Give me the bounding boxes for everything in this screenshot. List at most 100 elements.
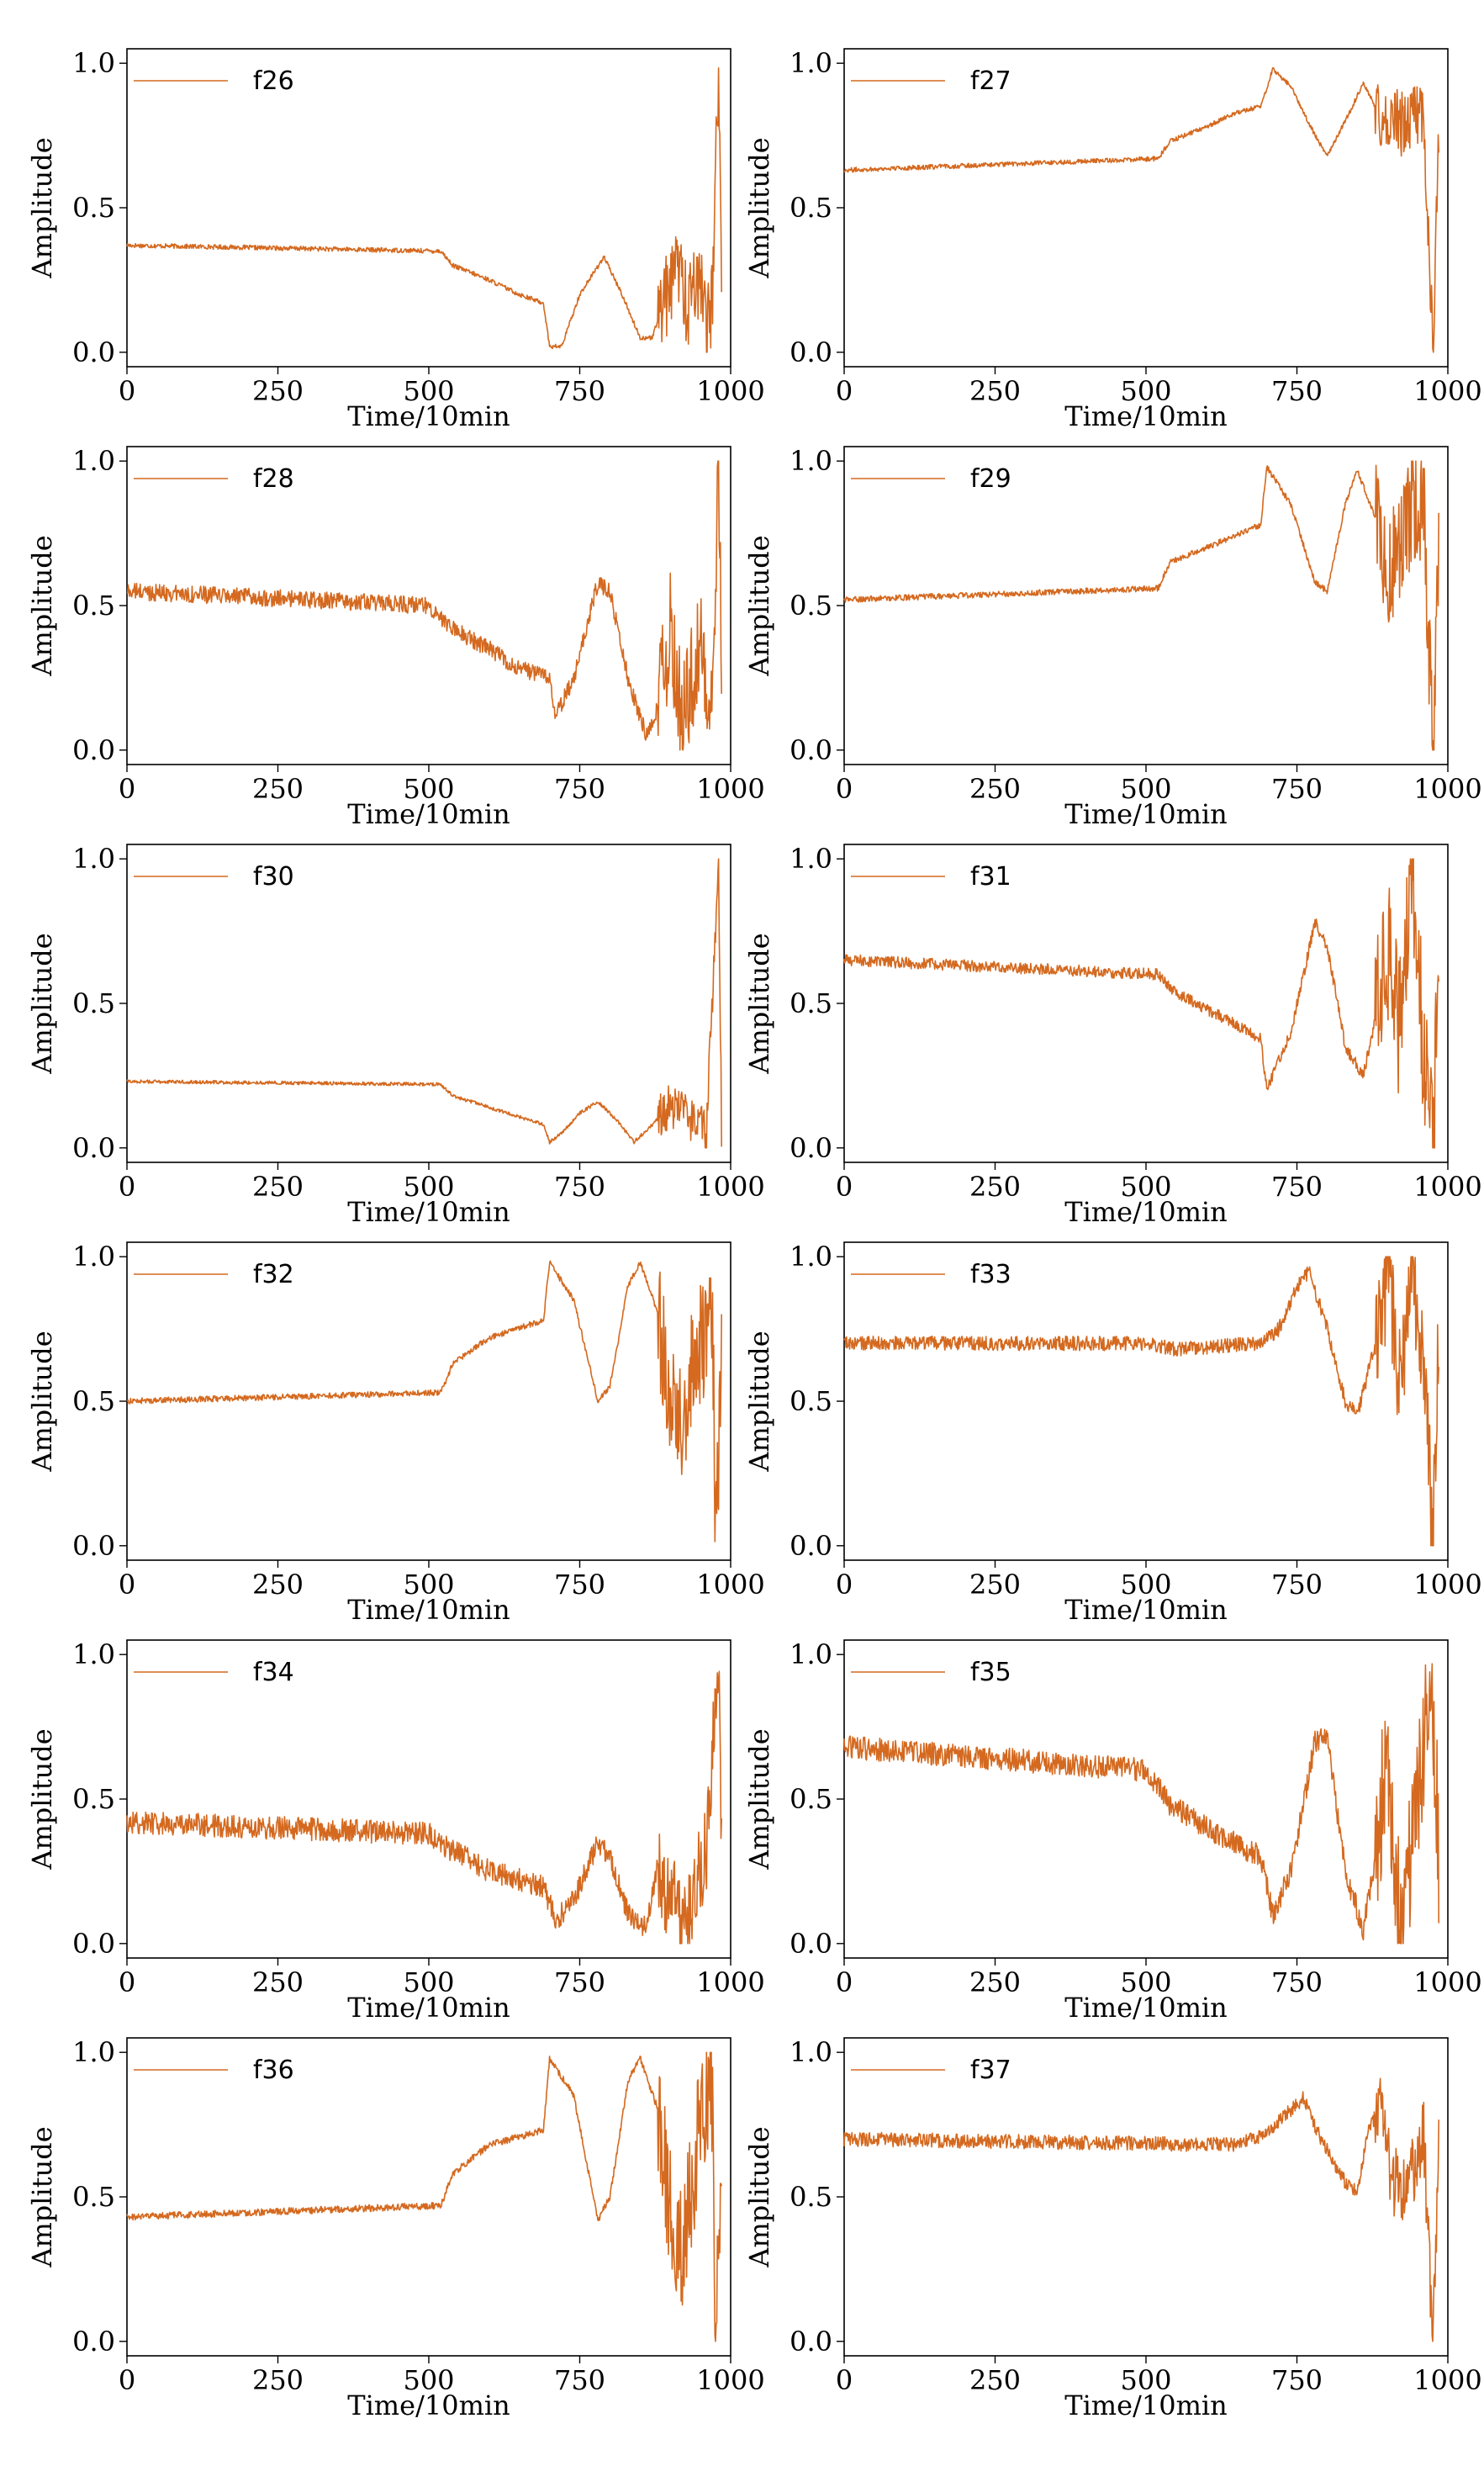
- c9-xlabel: Time/10min: [1064, 1992, 1228, 2024]
- c1-xlabel: Time/10min: [1064, 400, 1228, 432]
- c4-xtick-label-1: 250: [252, 1171, 304, 1203]
- c0-series-line: [126, 67, 722, 353]
- c9-ytick-label-1: 0.5: [790, 1783, 832, 1815]
- c7-xtick-label-1: 250: [969, 1569, 1021, 1601]
- c8-ytick-label-0: 0.0: [72, 1928, 115, 1960]
- c10-series-line: [126, 2051, 722, 2342]
- c10-legend-label: f36: [253, 2056, 294, 2085]
- c7-ytick-label-0: 0.0: [790, 1530, 832, 1562]
- c0-ytick-label-2: 1.0: [72, 47, 115, 79]
- c2-xtick-label-2: 500: [403, 773, 454, 805]
- c5-ytick-label-0: 0.0: [790, 1132, 832, 1164]
- c4-ytick-label-2: 1.0: [72, 843, 115, 875]
- c2-xtick-label-4: 1000: [696, 773, 764, 805]
- c6-legend-label: f32: [253, 1260, 294, 1289]
- c7-axes-frame: [843, 1241, 1449, 1561]
- c1-ytick-label-0: 0.0: [790, 336, 832, 368]
- c2-ytick-label-1: 0.5: [72, 590, 115, 622]
- c0-xtick-label-2: 500: [403, 375, 454, 407]
- c7-ytick-label-2: 1.0: [790, 1241, 832, 1273]
- c6-ylabel: Amplitude: [26, 1331, 58, 1472]
- c11-xtick-label-0: 0: [836, 2364, 853, 2396]
- c10-xtick-label-1: 250: [252, 2364, 304, 2396]
- c5-ytick-label-1: 0.5: [790, 987, 832, 1019]
- c5-xlabel: Time/10min: [1064, 1196, 1228, 1228]
- c8-series-line: [126, 1670, 722, 1945]
- c11-legend-label: f37: [970, 2056, 1011, 2085]
- c2-xtick-label-1: 250: [252, 773, 304, 805]
- c7-ytick-label-1: 0.5: [790, 1385, 832, 1417]
- c3-xtick-label-2: 500: [1120, 773, 1171, 805]
- c5-xtick-label-1: 250: [969, 1171, 1021, 1203]
- c5-ytick-label-2: 1.0: [790, 843, 832, 875]
- c6-xtick-label-0: 0: [119, 1569, 135, 1601]
- c5-xtick-label-3: 750: [1271, 1171, 1323, 1203]
- c9-legend-label: f35: [970, 1658, 1011, 1687]
- c6-ytick-label-0: 0.0: [72, 1530, 115, 1562]
- c3-axes-frame: [843, 446, 1449, 765]
- c0-xtick-label-1: 250: [252, 375, 304, 407]
- c2-ylabel: Amplitude: [26, 535, 58, 676]
- c11-axes-frame: [843, 2037, 1449, 2357]
- c3-xtick-label-1: 250: [969, 773, 1021, 805]
- c10-xtick-label-0: 0: [119, 2364, 135, 2396]
- c1-series-line: [843, 66, 1439, 353]
- c1-ylabel: Amplitude: [743, 137, 775, 278]
- c2-ytick-label-2: 1.0: [72, 445, 115, 477]
- c6-ytick-label-1: 0.5: [72, 1385, 115, 1417]
- c2-series-line: [126, 460, 722, 751]
- c10-xlabel: Time/10min: [347, 2389, 510, 2421]
- c6-ytick-label-2: 1.0: [72, 1241, 115, 1273]
- c10-ylabel: Amplitude: [26, 2126, 58, 2268]
- c0-xtick-label-0: 0: [119, 375, 135, 407]
- c9-axes-frame: [843, 1639, 1449, 1959]
- c1-ytick-label-1: 0.5: [790, 192, 832, 224]
- c11-xtick-label-1: 250: [969, 2364, 1021, 2396]
- c8-xlabel: Time/10min: [347, 1992, 510, 2024]
- c8-xtick-label-3: 750: [554, 1966, 605, 1998]
- c11-ylabel: Amplitude: [743, 2126, 775, 2268]
- c2-legend-label: f28: [253, 464, 294, 494]
- c2-xtick-label-3: 750: [554, 773, 605, 805]
- c6-xtick-label-3: 750: [554, 1569, 605, 1601]
- c9-series-line: [843, 1663, 1439, 1945]
- c5-legend-label: f31: [970, 862, 1011, 892]
- c4-xtick-label-3: 750: [554, 1171, 605, 1203]
- c0-ytick-label-1: 0.5: [72, 192, 115, 224]
- c7-xlabel: Time/10min: [1064, 1594, 1228, 1626]
- c0-axes-frame: [126, 48, 731, 368]
- c4-ytick-label-1: 0.5: [72, 987, 115, 1019]
- c10-ytick-label-0: 0.0: [72, 2326, 115, 2358]
- c11-xtick-label-4: 1000: [1413, 2364, 1481, 2396]
- c9-ytick-label-2: 1.0: [790, 1638, 832, 1670]
- c10-xtick-label-2: 500: [403, 2364, 454, 2396]
- c8-xtick-label-2: 500: [403, 1966, 454, 1998]
- c6-series-line: [126, 1260, 722, 1543]
- c3-series-line: [843, 460, 1439, 751]
- c0-ylabel: Amplitude: [26, 137, 58, 278]
- c5-xtick-label-4: 1000: [1413, 1171, 1481, 1203]
- c8-xtick-label-0: 0: [119, 1966, 135, 1998]
- c6-xlabel: Time/10min: [347, 1594, 510, 1626]
- c1-ytick-label-2: 1.0: [790, 47, 832, 79]
- c7-legend-label: f33: [970, 1260, 1011, 1289]
- c9-xtick-label-3: 750: [1271, 1966, 1323, 1998]
- c11-xtick-label-3: 750: [1271, 2364, 1323, 2396]
- c1-legend-label: f27: [970, 66, 1011, 96]
- c2-ytick-label-0: 0.0: [72, 734, 115, 766]
- c0-ytick-label-0: 0.0: [72, 336, 115, 368]
- c3-ylabel: Amplitude: [743, 535, 775, 676]
- c3-xlabel: Time/10min: [1064, 798, 1228, 830]
- c3-xtick-label-3: 750: [1271, 773, 1323, 805]
- c4-xtick-label-2: 500: [403, 1171, 454, 1203]
- c5-xtick-label-2: 500: [1120, 1171, 1171, 1203]
- c2-xlabel: Time/10min: [347, 798, 510, 830]
- c1-xtick-label-2: 500: [1120, 375, 1171, 407]
- c11-xlabel: Time/10min: [1064, 2389, 1228, 2421]
- c4-axes-frame: [126, 844, 731, 1163]
- c8-ytick-label-2: 1.0: [72, 1638, 115, 1670]
- c1-xtick-label-3: 750: [1271, 375, 1323, 407]
- c8-xtick-label-4: 1000: [696, 1966, 764, 1998]
- c7-xtick-label-2: 500: [1120, 1569, 1171, 1601]
